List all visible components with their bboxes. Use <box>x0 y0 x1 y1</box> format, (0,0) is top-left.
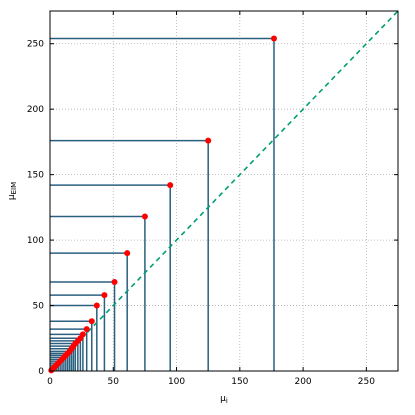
y-tick-label: 0 <box>38 367 44 377</box>
x-axis-label-sub: i <box>226 397 228 405</box>
data-point <box>111 278 118 285</box>
data-point <box>167 182 174 189</box>
y-tick-label: 50 <box>33 302 45 312</box>
x-tick-label: 150 <box>231 377 248 387</box>
x-tick-label: 250 <box>358 377 375 387</box>
data-point <box>101 292 108 299</box>
reference-diagonal <box>49 10 399 372</box>
data-points <box>48 35 277 374</box>
y-axis-ticks: 0 50 100 150 200 250 <box>27 40 398 377</box>
data-point <box>93 302 100 309</box>
x-axis-label: μi <box>220 394 228 405</box>
data-point <box>205 137 212 144</box>
data-point <box>141 213 148 220</box>
x-axis-label-main: μ <box>220 394 226 404</box>
drop-lines <box>50 37 275 372</box>
y-axis-label-main: μ <box>7 194 17 200</box>
reference-line <box>49 10 399 372</box>
data-point <box>88 318 95 325</box>
x-tick-label: 0 <box>47 377 53 387</box>
drop-line <box>50 139 209 371</box>
plot-frame <box>49 10 399 372</box>
y-tick-label: 150 <box>27 171 44 181</box>
y-tick-label: 250 <box>27 40 44 50</box>
y-axis-label: μEIM <box>7 182 18 200</box>
x-axis-ticks: 0 50 100 150 200 250 <box>47 11 375 387</box>
y-axis-label-sub: EIM <box>10 182 18 195</box>
data-point <box>83 326 90 333</box>
x-tick-label: 100 <box>168 377 185 387</box>
x-tick-label: 200 <box>294 377 311 387</box>
data-point <box>124 250 131 257</box>
x-tick-label: 50 <box>108 377 120 387</box>
y-tick-label: 200 <box>27 105 44 115</box>
data-point <box>270 35 277 42</box>
y-tick-label: 100 <box>27 236 44 246</box>
data-point <box>48 367 55 374</box>
